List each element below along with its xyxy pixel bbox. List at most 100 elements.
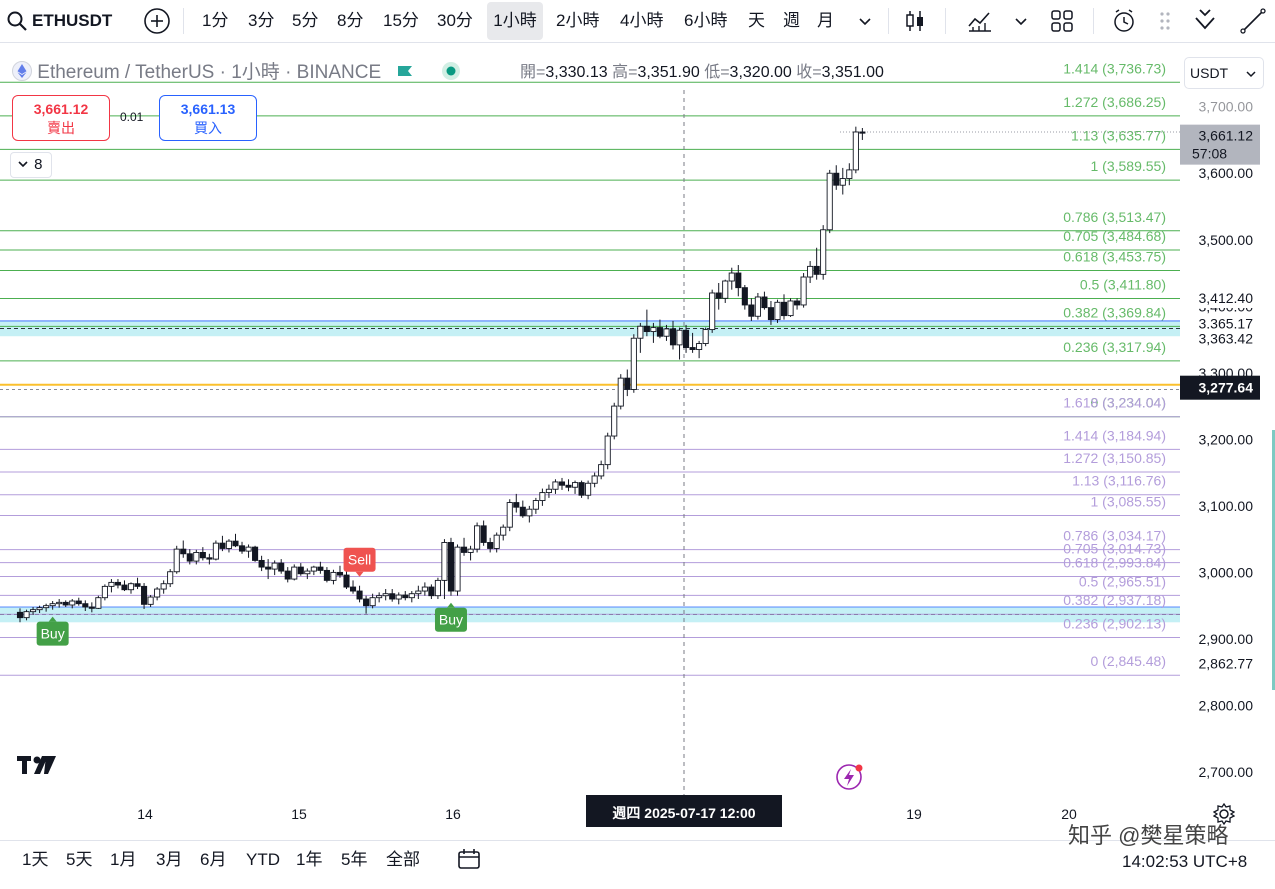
candle-body-99 xyxy=(663,328,670,337)
range-5[interactable]: YTD xyxy=(246,850,280,869)
range-8[interactable]: 全部 xyxy=(386,850,420,869)
candle-body-92 xyxy=(617,377,624,407)
candle-body-23 xyxy=(167,571,174,585)
candle-body-71 xyxy=(480,525,487,543)
fib-upper-label-3: 1 (3,589.55) xyxy=(1091,158,1167,174)
interval-10[interactable]: 天 xyxy=(748,11,765,30)
price-marker-bg-1 xyxy=(1180,313,1260,334)
candle-body-61 xyxy=(415,590,422,595)
interval-2[interactable]: 5分 xyxy=(292,11,319,30)
trend-line-tool-icon[interactable] xyxy=(1238,6,1268,36)
candle-body-127 xyxy=(846,169,853,180)
candle-body-59 xyxy=(402,594,409,599)
candle-body-79 xyxy=(532,500,539,510)
layout-grid-icon[interactable] xyxy=(1047,6,1077,36)
interval-1[interactable]: 3分 xyxy=(248,11,275,30)
candle-body-65 xyxy=(441,542,448,581)
price-marker-1: 3,365.17 xyxy=(1199,315,1254,331)
symbol-name[interactable]: ETHUSDT xyxy=(32,11,113,30)
last-price-value: 3,661.12 xyxy=(1199,128,1254,144)
interval-7[interactable]: 2小時 xyxy=(556,11,600,30)
fib-upper-label-0: 1.414 (3,736.73) xyxy=(1063,60,1166,76)
candle-body-98 xyxy=(656,327,663,337)
fib-upper-label-2: 1.13 (3,635.77) xyxy=(1071,127,1166,143)
candle-body-97 xyxy=(650,327,657,333)
price-marker-2: 3,363.42 xyxy=(1199,331,1254,347)
candle-body-12 xyxy=(95,597,102,609)
interval-5[interactable]: 30分 xyxy=(437,11,473,30)
candle-body-105 xyxy=(702,329,709,344)
candle-body-1 xyxy=(23,611,30,619)
interval-11[interactable]: 週 xyxy=(783,11,800,30)
axis-scroll-indicator xyxy=(1272,430,1275,690)
fib-upper-label-5: 0.705 (3,484.68) xyxy=(1063,228,1166,244)
candle-countdown: 57:08 xyxy=(1192,146,1227,162)
range-3[interactable]: 3月 xyxy=(156,850,183,869)
crosshair-time-bg xyxy=(586,795,782,827)
fib-upper-label-7: 0.5 (3,411.80) xyxy=(1080,276,1166,292)
candle-body-126 xyxy=(839,178,846,186)
candle-body-40 xyxy=(278,562,285,572)
more-intervals-chevron-icon[interactable] xyxy=(850,6,880,36)
candles-chart-type-icon[interactable] xyxy=(900,6,930,36)
candle-body-67 xyxy=(454,546,461,592)
fib-upper-label-9: 0.236 (3,317.94) xyxy=(1063,339,1166,355)
clock-time[interactable]: 14:02:53 UTC+8 xyxy=(1122,852,1248,871)
drag-handle-icon[interactable] xyxy=(1150,6,1180,36)
candle-body-80 xyxy=(539,492,546,502)
sell-price: 3,661.12 xyxy=(33,101,89,117)
candle-body-62 xyxy=(421,586,428,592)
candle-body-75 xyxy=(506,502,513,528)
close-value: 3,351.00 xyxy=(821,64,884,81)
candle-body-93 xyxy=(624,377,631,390)
candle-body-64 xyxy=(434,579,441,597)
buy-button[interactable]: 3,661.13 買入 xyxy=(159,95,257,141)
open-value: 3,330.13 xyxy=(545,64,608,81)
download-arrow-icon[interactable] xyxy=(1190,6,1220,36)
time-tick-2: 16 xyxy=(445,806,461,822)
indicators-chevron-icon[interactable] xyxy=(1006,6,1036,36)
market-open-status-icon xyxy=(441,62,460,80)
price-tick-3: 3,000.00 xyxy=(1199,564,1254,580)
interval-9[interactable]: 6小時 xyxy=(684,11,728,30)
price-tick-8: 3,500.00 xyxy=(1199,232,1254,248)
interval-12[interactable]: 月 xyxy=(817,11,834,30)
range-7[interactable]: 5年 xyxy=(341,850,368,869)
legend-title[interactable]: Ethereum / TetherUS · 1小時 · BINANCE xyxy=(37,62,382,83)
candle-body-44 xyxy=(304,570,311,575)
tradingview-logo-icon[interactable] xyxy=(17,754,59,776)
signal-label-1: Sell xyxy=(348,552,371,568)
range-1[interactable]: 5天 xyxy=(66,850,93,869)
interval-0[interactable]: 1分 xyxy=(202,11,229,30)
candle-body-82 xyxy=(552,481,559,490)
range-0[interactable]: 1天 xyxy=(22,850,49,869)
candle-body-76 xyxy=(513,502,520,508)
fib-lower-label-5: 0.786 (3,034.17) xyxy=(1063,528,1166,544)
flag-icon[interactable] xyxy=(396,63,414,81)
search-icon[interactable] xyxy=(6,10,28,32)
interval-4[interactable]: 15分 xyxy=(383,11,419,30)
price-tick-4: 3,100.00 xyxy=(1199,498,1254,514)
price-chart[interactable]: 1.414 (3,736.73) 1.272 (3,686.25) 1.13 (3,… xyxy=(0,42,1275,842)
range-4[interactable]: 6月 xyxy=(200,850,227,869)
sell-button[interactable]: 3,661.12 賣出 xyxy=(12,95,110,141)
spread-value: 0.01 xyxy=(120,110,144,124)
interval-3[interactable]: 8分 xyxy=(337,11,364,30)
settings-gear-icon[interactable] xyxy=(1213,803,1235,825)
candle-body-87 xyxy=(585,482,592,496)
range-6[interactable]: 1年 xyxy=(296,850,323,869)
fib-lower-label-4: 1 (3,085.55) xyxy=(1091,493,1167,509)
calendar-range-icon[interactable] xyxy=(455,846,483,874)
fib-lower-label-1: 1.414 (3,184.94) xyxy=(1063,427,1166,443)
candle-body-31 xyxy=(219,542,226,549)
interval-6[interactable]: 1小時 xyxy=(487,2,543,40)
currency-select[interactable]: USDT xyxy=(1184,57,1264,89)
add-symbol-icon[interactable] xyxy=(142,6,172,36)
lightning-icon[interactable] xyxy=(834,761,866,793)
fib-lower-label-10: 0.236 (2,902.13) xyxy=(1063,616,1166,632)
indicators-icon[interactable] xyxy=(965,6,995,36)
indicators-toggle[interactable]: 8 xyxy=(10,152,52,178)
alert-clock-icon[interactable] xyxy=(1110,6,1140,36)
range-2[interactable]: 1月 xyxy=(110,850,137,869)
interval-8[interactable]: 4小時 xyxy=(620,11,664,30)
